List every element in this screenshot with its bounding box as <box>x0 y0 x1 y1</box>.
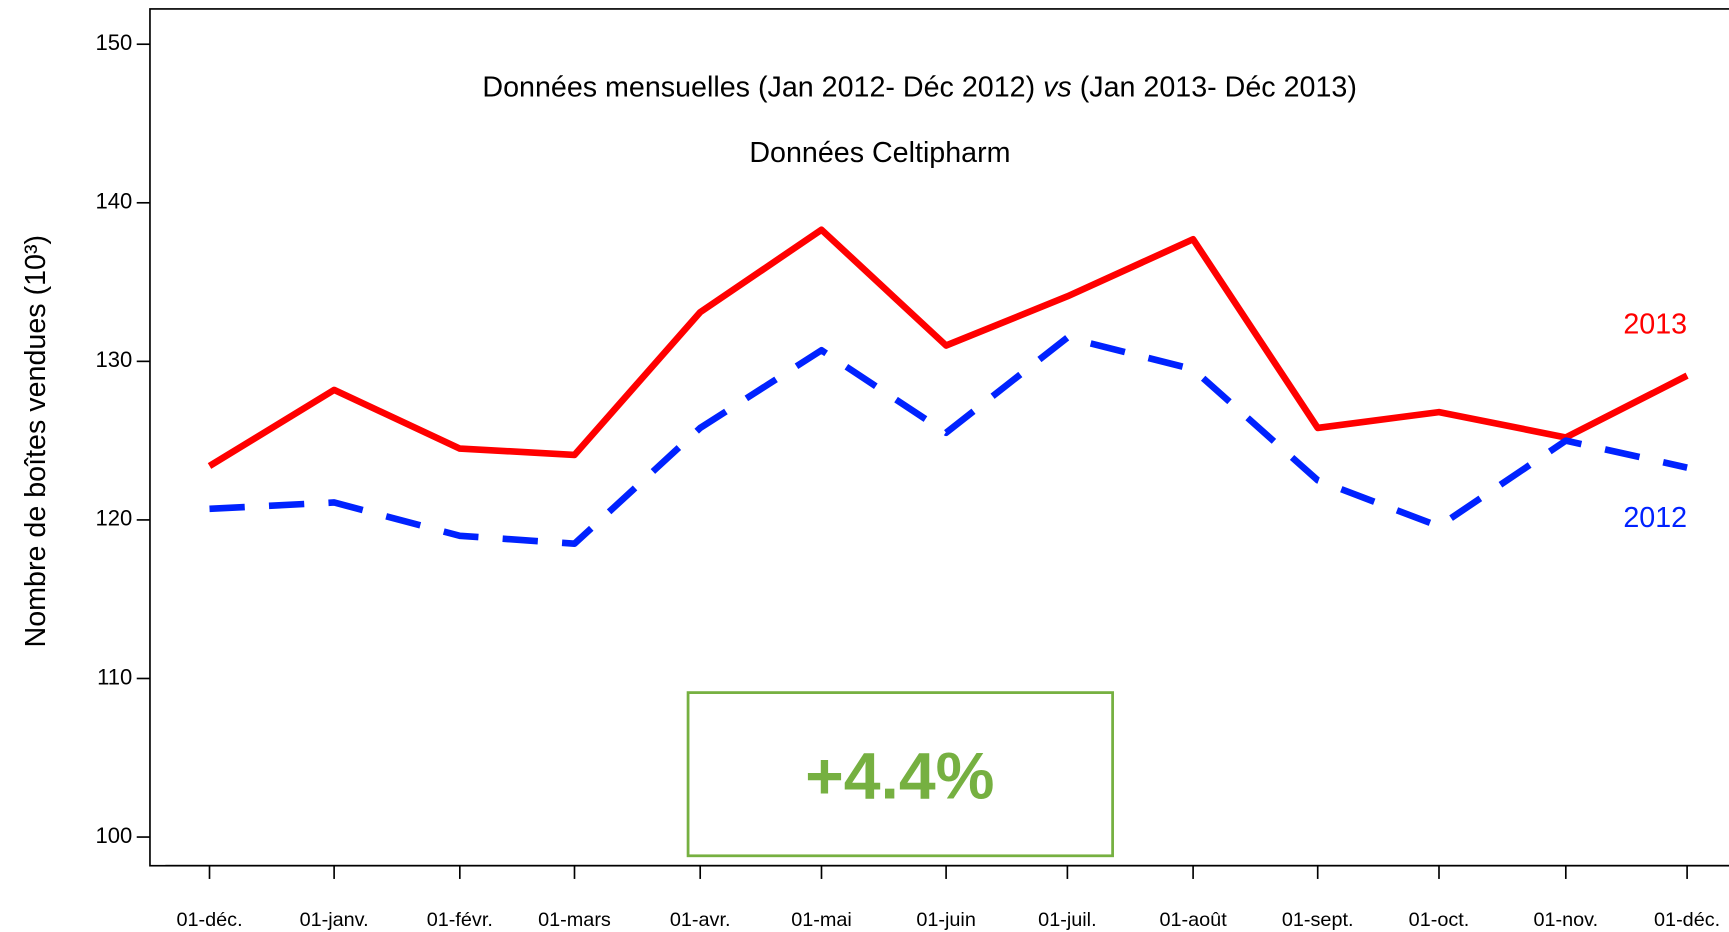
title-part: vs <box>1043 71 1072 103</box>
title-part: (Jan 2013- Déc 2013) <box>1072 71 1357 103</box>
x-tick-label: 01-juin <box>916 909 976 931</box>
y-tick-label: 140 <box>96 189 133 214</box>
x-tick-label: 01-févr. <box>427 909 493 931</box>
series-line <box>207 226 1689 469</box>
x-tick-label: 01-janv. <box>300 909 369 931</box>
x-tick-label: 01-déc. <box>176 909 242 931</box>
x-tick-label: 01-mars <box>538 909 611 931</box>
y-axis-label: Nombre de boîtes vendues (10³) <box>20 235 52 648</box>
y-tick-label: 150 <box>96 30 133 55</box>
series-line <box>209 334 1688 548</box>
y-tick-label: 130 <box>96 347 133 372</box>
title-part: Données mensuelles (Jan 2012- Déc 2012) <box>482 71 1043 103</box>
y-tick-label: 110 <box>97 664 132 689</box>
chart-subtitle: Données Celtipharm <box>749 137 1010 169</box>
series-label: 2012 <box>1623 502 1687 534</box>
y-tick-label: 120 <box>96 506 133 531</box>
chart-title: Données mensuelles (Jan 2012- Déc 2012) … <box>482 71 1357 103</box>
series-label: 2013 <box>1623 309 1687 341</box>
x-tick-label: 01-sept. <box>1282 909 1354 931</box>
x-tick-label: 01-déc. <box>1654 909 1720 931</box>
x-tick-label: 01-août <box>1159 909 1227 931</box>
x-tick-label: 01-oct. <box>1409 909 1470 931</box>
x-tick-label: 01-nov. <box>1533 909 1598 931</box>
x-tick-label: 01-juil. <box>1038 909 1096 931</box>
x-tick-label: 01-avr. <box>670 909 731 931</box>
annotation-box <box>686 691 1114 858</box>
y-tick-label: 100 <box>96 823 133 848</box>
annotation: +4.4% <box>805 739 994 813</box>
x-tick-label: 01-mai <box>791 909 852 931</box>
